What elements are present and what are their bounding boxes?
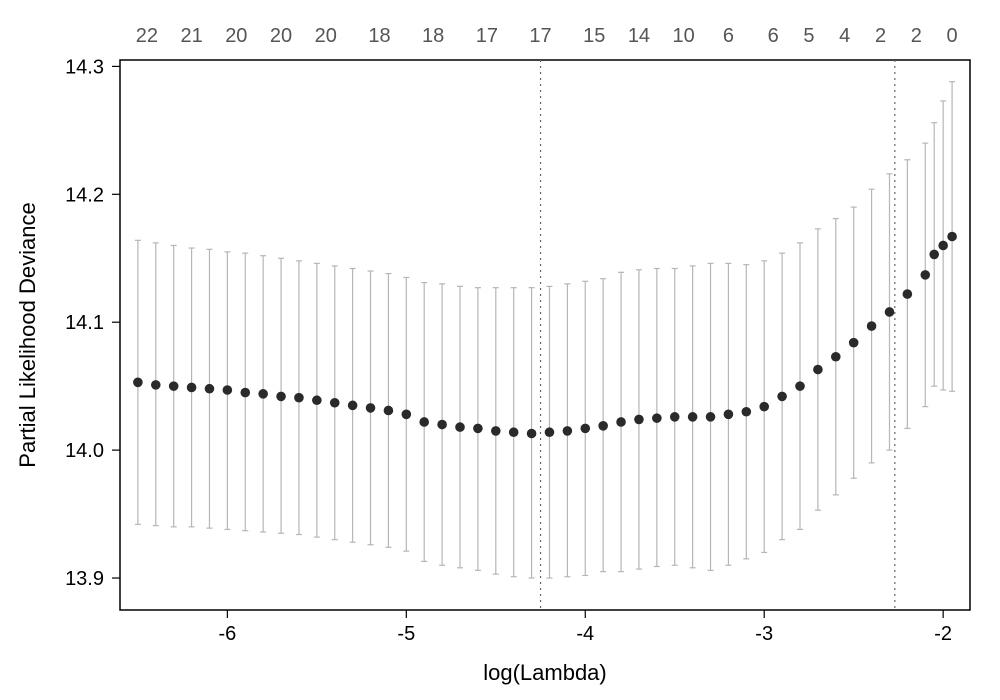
data-point xyxy=(187,383,197,393)
data-point xyxy=(258,389,268,399)
data-point xyxy=(312,395,322,405)
top-count-label: 4 xyxy=(839,25,850,47)
x-tick-label: -5 xyxy=(397,623,415,645)
data-point xyxy=(133,378,143,388)
data-point xyxy=(473,424,483,434)
data-point xyxy=(384,406,394,416)
data-point xyxy=(276,392,286,402)
data-point xyxy=(366,403,376,413)
data-point xyxy=(688,412,698,422)
chart-svg: -6 -5 -4 -3 -2 log(Lambda) 13.9 14.0 14.1 14.2 14.… xyxy=(0,0,1000,700)
top-count-label: 15 xyxy=(583,25,605,47)
data-point xyxy=(509,427,519,437)
y-axis-label: Partial Likelihood Deviance xyxy=(15,202,40,467)
top-count-label: 2 xyxy=(875,25,886,47)
data-point xyxy=(348,401,358,411)
y-tick-label: 14.2 xyxy=(65,184,104,206)
data-point xyxy=(294,393,304,403)
data-point xyxy=(563,426,573,436)
data-point xyxy=(419,417,429,427)
top-count-label: 20 xyxy=(315,25,337,47)
data-point xyxy=(330,398,340,408)
top-count-label: 21 xyxy=(180,25,202,47)
data-point xyxy=(777,392,787,402)
data-point xyxy=(742,407,752,417)
top-count-label: 10 xyxy=(673,25,695,47)
top-count-label: 5 xyxy=(803,25,814,47)
top-count-label: 2 xyxy=(911,25,922,47)
data-point xyxy=(455,422,465,432)
top-count-label: 6 xyxy=(723,25,734,47)
data-point xyxy=(947,232,957,242)
top-count-label: 22 xyxy=(136,25,158,47)
top-count-label: 20 xyxy=(270,25,292,47)
errorbars-group xyxy=(135,82,955,578)
points-group xyxy=(133,232,957,439)
data-point xyxy=(938,241,948,251)
y-tick-label: 14.1 xyxy=(65,312,104,334)
top-count-label: 0 xyxy=(947,25,958,47)
x-tick-label: -4 xyxy=(576,623,594,645)
data-point xyxy=(491,426,501,436)
x-tick-label: -3 xyxy=(755,623,773,645)
data-point xyxy=(920,270,930,280)
top-count-label: 18 xyxy=(368,25,390,47)
top-count-label: 18 xyxy=(422,25,444,47)
cv-deviance-chart: -6 -5 -4 -3 -2 log(Lambda) 13.9 14.0 14.1 14.2 14.… xyxy=(0,0,1000,700)
data-point xyxy=(831,352,841,362)
data-point xyxy=(223,385,233,395)
data-point xyxy=(240,388,250,398)
data-point xyxy=(867,321,877,331)
data-point xyxy=(670,412,680,422)
data-point xyxy=(813,365,823,375)
plot-border xyxy=(120,60,970,610)
top-count-label: 17 xyxy=(476,25,498,47)
data-point xyxy=(151,380,161,390)
data-point xyxy=(616,417,626,427)
data-point xyxy=(706,412,716,422)
data-point xyxy=(580,424,590,434)
x-tick-label: -2 xyxy=(934,623,952,645)
data-point xyxy=(169,381,179,391)
data-point xyxy=(437,420,447,430)
data-point xyxy=(759,402,769,412)
data-point xyxy=(724,410,734,420)
y-tick-label: 14.3 xyxy=(65,56,104,78)
y-tick-label: 13.9 xyxy=(65,568,104,590)
top-count-label: 20 xyxy=(225,25,247,47)
data-point xyxy=(903,289,913,299)
data-point xyxy=(205,384,215,394)
top-count-label: 14 xyxy=(628,25,650,47)
top-count-label: 6 xyxy=(768,25,779,47)
data-point xyxy=(652,413,662,423)
data-point xyxy=(598,421,608,431)
data-point xyxy=(795,381,805,391)
top-count-label: 17 xyxy=(529,25,551,47)
y-tick-label: 14.0 xyxy=(65,440,104,462)
data-point xyxy=(849,338,859,348)
data-point xyxy=(527,429,537,439)
x-axis-label: log(Lambda) xyxy=(483,660,607,685)
data-point xyxy=(402,410,412,420)
data-point xyxy=(545,427,555,437)
x-tick-label: -6 xyxy=(218,623,236,645)
data-point xyxy=(634,415,644,425)
data-point xyxy=(885,307,895,317)
data-point xyxy=(929,250,939,260)
